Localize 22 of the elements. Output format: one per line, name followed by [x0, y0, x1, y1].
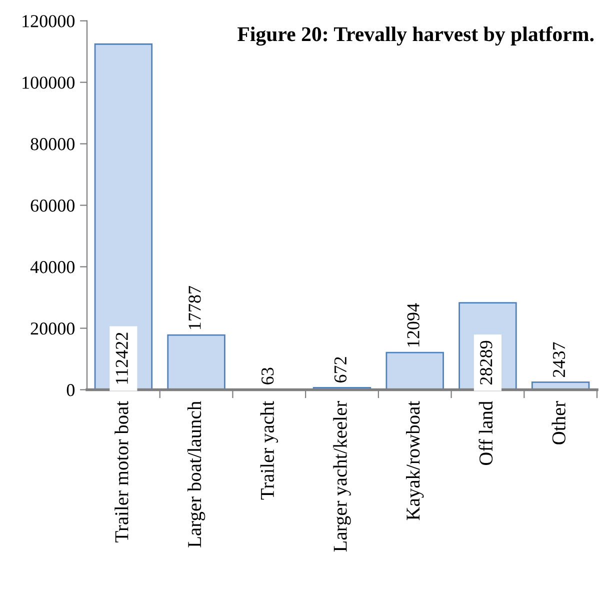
- y-tick-label: 20000: [30, 322, 75, 335]
- x-tick-label: Kayak/rowboat: [406, 400, 424, 520]
- x-tick-label: Trailer motor boat: [114, 400, 128, 542]
- y-tick-label: 100000: [22, 76, 75, 89]
- y-tick-label: 120000: [22, 15, 75, 28]
- x-tick-label: Larger yacht/keeler: [333, 401, 351, 552]
- y-tick-label: 0: [66, 384, 75, 396]
- y-tick-label: 80000: [30, 138, 75, 150]
- data-label: 28289: [480, 340, 492, 385]
- x-tick-label: Other: [552, 401, 566, 444]
- data-label: 2437: [552, 342, 566, 378]
- y-tick-label: 40000: [30, 261, 75, 274]
- data-label: 12094: [407, 303, 420, 347]
- chart-title: Figure 20: Trevally harvest by platform.: [238, 26, 594, 46]
- x-tick-label: Off land: [478, 401, 493, 466]
- data-label: 17787: [188, 286, 201, 330]
- x-tick-label: Larger boat/launch: [187, 401, 206, 548]
- y-tick-label: 60000: [30, 200, 75, 212]
- data-label: 63: [262, 368, 274, 384]
- data-label: 112422: [116, 332, 128, 384]
- data-label: 672: [334, 357, 347, 382]
- x-tick-label: Trailer yacht: [260, 400, 278, 500]
